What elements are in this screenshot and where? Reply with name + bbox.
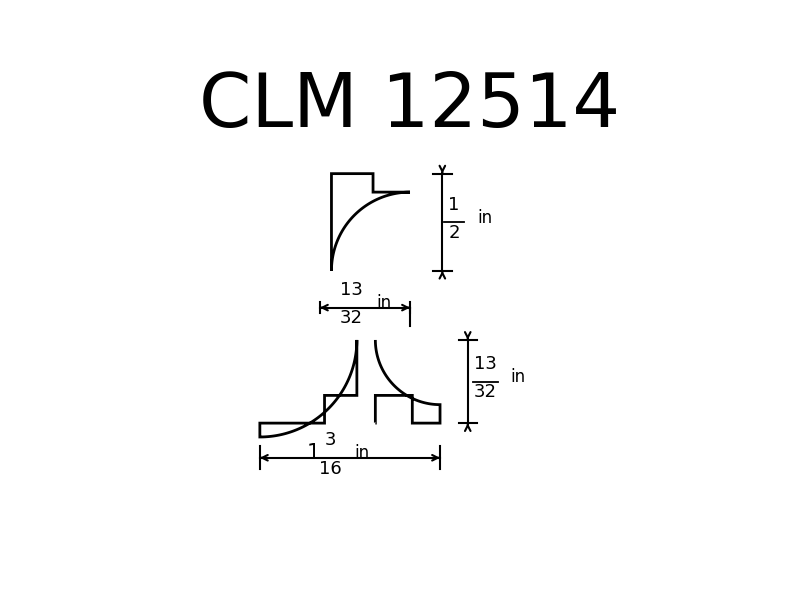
Text: 1: 1 (306, 443, 320, 463)
Text: in: in (376, 294, 391, 312)
Text: in: in (354, 444, 370, 462)
Text: in: in (510, 368, 526, 386)
Text: 32: 32 (340, 310, 363, 328)
Text: in: in (477, 209, 492, 227)
Text: 3: 3 (325, 431, 336, 449)
Text: 1: 1 (448, 196, 459, 214)
Text: 2: 2 (448, 224, 460, 242)
Text: 16: 16 (319, 460, 342, 478)
Text: 32: 32 (474, 383, 497, 401)
Text: CLM 12514: CLM 12514 (199, 70, 621, 143)
Text: 13: 13 (340, 281, 362, 299)
Text: 13: 13 (474, 355, 497, 373)
